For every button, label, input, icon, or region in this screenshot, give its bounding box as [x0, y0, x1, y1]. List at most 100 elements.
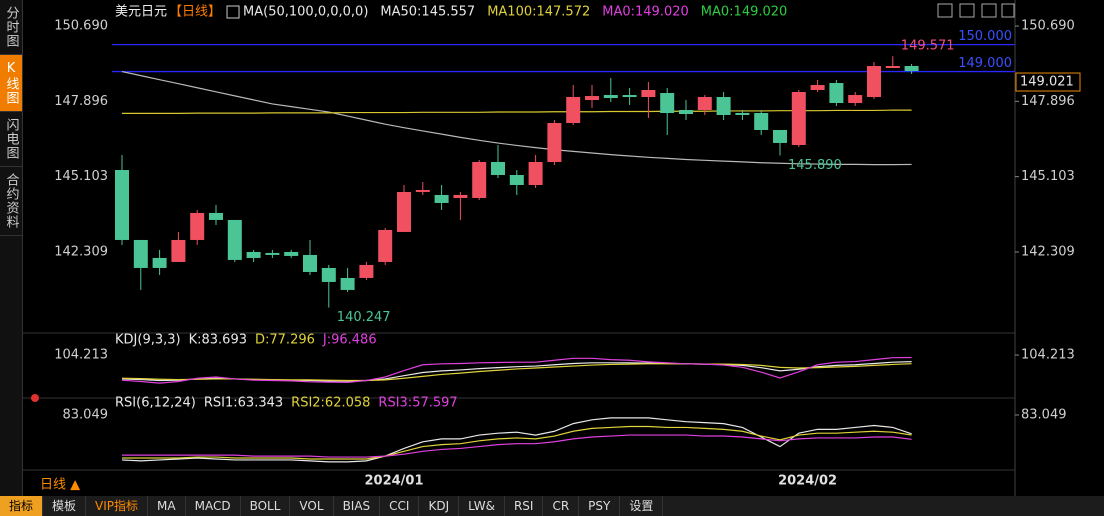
sidebar: 分时图 K线图 闪电图 合约资料 [0, 0, 23, 496]
period-button[interactable]: 日线 ▲ [40, 478, 80, 493]
candle-body [340, 277, 355, 290]
candle-body [622, 95, 637, 98]
toolbar-item[interactable]: VIP指标 [86, 496, 149, 516]
candle-body [359, 264, 374, 278]
extreme-label: 145.890 [788, 158, 842, 173]
candle-body [603, 95, 618, 99]
price-line-label: 150.000 [958, 29, 1012, 44]
toolbar: 指标 模板 VIP指标 MA MACD BOLL VOL BIAS CCI KDJ LW& RSI CR… [0, 496, 1104, 516]
toolbar-item[interactable]: LW& [459, 496, 505, 516]
indicator-line [122, 425, 912, 460]
y-tick-label: 150.690 [54, 19, 108, 34]
y-tick-label: 145.103 [1021, 169, 1075, 184]
x-tick-label: 2024/01 [364, 474, 423, 489]
toolbar-item[interactable]: 模板 [43, 496, 87, 516]
candle-body [641, 90, 656, 98]
toolbar-item[interactable]: VOL [290, 496, 334, 516]
candle-body [754, 113, 769, 130]
candle-body [735, 113, 750, 115]
candle-body [679, 110, 693, 114]
chart-title: 美元日元 [115, 5, 167, 20]
candle-body [848, 95, 863, 103]
candle-body [660, 92, 675, 114]
extreme-label: 149.571 [901, 39, 955, 54]
indicator-line [122, 434, 912, 458]
y-tick-label: 150.690 [1021, 19, 1075, 34]
candle-body [491, 161, 505, 175]
toolbar-item[interactable]: BIAS [334, 496, 381, 516]
toolbar-item[interactable]: PSY [579, 496, 621, 516]
candle-body [566, 97, 581, 124]
toolbar-item[interactable]: KDJ [419, 496, 460, 516]
x-tick-label: 2024/02 [778, 474, 837, 489]
legend-item: MA0:149.020 [701, 5, 788, 20]
indicator-line [121, 363, 912, 382]
candle-body [284, 251, 299, 256]
candle-body [246, 251, 261, 258]
candle-body [415, 189, 430, 192]
candle-body [434, 194, 449, 203]
y-tick-label: 104.213 [54, 348, 108, 363]
y-tick-label: 147.896 [1021, 94, 1075, 109]
candle-body [716, 97, 731, 115]
toolbar-item[interactable]: RSI [505, 496, 544, 516]
legend-item: RSI3:57.597 [378, 396, 457, 411]
price-box [1015, 72, 1081, 92]
toolbar-item[interactable]: 指标 [0, 496, 44, 516]
candle-body [829, 83, 844, 103]
y-tick-label: 147.896 [54, 94, 108, 109]
candle-body [547, 123, 562, 162]
legend-item: D:77.296 [255, 333, 315, 348]
toolbar-item[interactable]: CR [543, 496, 580, 516]
candle-body [209, 212, 223, 220]
candle-body [509, 174, 524, 185]
candle-body [321, 267, 336, 282]
toolbar-icons[interactable] [937, 3, 1015, 18]
legend-item: MA0:149.020 [602, 5, 689, 20]
period-label: 【日线】 [169, 5, 221, 20]
toolbar-item[interactable]: 设置 [620, 496, 664, 516]
candle-body [773, 129, 787, 143]
candle-body [303, 254, 317, 272]
last-price: 149.021 [1020, 75, 1074, 90]
candle-body [227, 219, 242, 260]
candle-body [472, 161, 487, 198]
candle-body [791, 91, 806, 146]
legend-item: J:96.486 [322, 333, 377, 348]
legend-item: K:83.693 [189, 333, 247, 348]
candle-body [697, 97, 712, 111]
y-tick-label: 83.049 [63, 407, 109, 422]
candle-body [190, 212, 205, 240]
indicator-dot[interactable] [31, 394, 39, 402]
candle-body [810, 85, 825, 91]
candle-body [397, 191, 411, 232]
side-tab[interactable]: 合约资料 [0, 167, 22, 236]
price-line-label: 149.000 [958, 56, 1012, 71]
y-tick-label: 142.309 [54, 244, 108, 259]
toolbar-item[interactable]: BOLL [241, 496, 291, 516]
y-tick-label: 142.309 [1021, 244, 1075, 259]
candle-body [885, 66, 900, 69]
side-tab[interactable]: 分时图 [0, 0, 22, 55]
indicator-line [121, 361, 912, 382]
indicator-line [121, 356, 912, 384]
toolbar-item[interactable]: CCI [380, 496, 420, 516]
chart: 日线 ▲ 150.690 150.690 147.896 147.896 145.103… [22, 0, 1081, 496]
legend-item: RSI2:62.058 [291, 396, 370, 411]
ma-line [121, 71, 912, 166]
y-tick-label: 145.103 [54, 169, 108, 184]
y-tick-label: 83.049 [1021, 407, 1067, 422]
candle-body [453, 194, 468, 198]
extreme-label: 140.247 [337, 310, 391, 325]
legend-item: KDJ(9,3,3) [115, 333, 181, 348]
legend-icon [226, 5, 240, 19]
candle-body [528, 161, 543, 185]
side-tab[interactable]: K线图 [0, 55, 22, 112]
toolbar-item[interactable]: MACD [186, 496, 241, 516]
candle-body [171, 239, 186, 262]
side-tab[interactable]: 闪电图 [0, 112, 22, 167]
toolbar-item[interactable]: MA [148, 496, 186, 516]
candle-body [265, 252, 280, 255]
legend-item: RSI1:63.343 [204, 396, 283, 411]
